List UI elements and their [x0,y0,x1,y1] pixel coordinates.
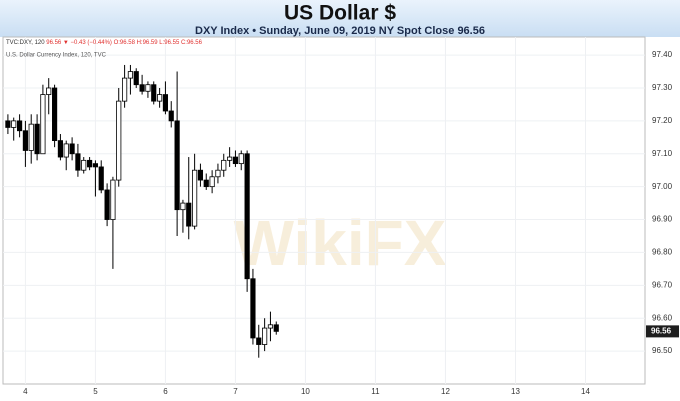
last-price-label: 96.56 [651,326,672,335]
x-tick-label: 6 [163,387,168,396]
candle-body [273,324,279,332]
candle-body [34,123,40,155]
x-tick-label: 14 [581,387,590,396]
candle-body [256,337,262,345]
candle-body [232,156,239,165]
candle-body [174,120,180,211]
candle-body [151,84,157,102]
watermark: WikiFX [234,207,447,279]
symbol-part: TVC:DXY, 120 [6,40,46,46]
candle-body [238,153,244,165]
symbol-part: C:96.56 [181,40,203,46]
candle-body [157,94,163,102]
y-tick-label: 96.50 [652,346,673,355]
candle-body [69,143,75,155]
x-tick-label: 13 [511,387,520,396]
candle-body [168,110,174,122]
candle-body [46,87,52,95]
candle-body [52,87,58,142]
y-tick-label: 96.70 [652,280,673,289]
y-tick-label: 97.20 [652,116,673,125]
symbol-part: L:96.55 [159,40,181,46]
symbol-part: 96.56 ▼ −0.43 (−0.44%) [46,40,113,46]
x-tick-label: 10 [301,387,310,396]
y-tick-label: 96.80 [652,248,673,257]
candle-body [262,327,268,345]
candle-body [162,94,169,112]
candle-body [87,159,93,168]
candle-body [98,166,104,191]
candle-body [250,278,256,339]
candle-body [180,202,186,211]
candle-body [139,84,145,92]
candle-body [104,189,110,220]
candle-body [122,77,128,102]
symbol-part: H:96.59 [137,40,160,46]
y-tick-label: 97.10 [652,149,673,158]
candle-body [192,169,198,227]
last-price-box [646,325,679,338]
chart-subtitle: DXY Index • Sunday, June 09, 2019 NY Spo… [195,25,485,37]
candle-body [186,202,192,227]
candle-body [22,130,28,151]
candle-body [92,163,99,168]
y-tick-label: 96.60 [652,313,673,322]
y-tick-label: 97.40 [652,50,673,59]
candle-body [127,71,134,79]
candle-body [267,324,274,329]
candle-body [197,169,204,181]
candle-body [145,84,151,92]
symbol-part: O:96.58 [114,40,137,46]
candle-body [110,179,116,220]
header-band [0,0,680,37]
y-tick-label: 96.90 [652,215,673,224]
candle-body [221,159,227,171]
x-tick-label: 5 [93,387,98,396]
candle-body [209,176,215,188]
candle-body [116,100,122,181]
symbol-line: TVC:DXY, 120 96.56 ▼ −0.43 (−0.44%) O:96… [6,40,203,46]
x-tick-label: 11 [371,387,380,396]
x-tick-label: 7 [233,387,238,396]
candle-body [57,140,63,158]
candle-body [215,169,221,178]
candle-body [11,120,17,128]
candle-body [17,120,23,132]
description: U.S. Dollar Currency Index, 120, TVC [6,53,107,59]
candle-body [81,159,87,171]
x-tick-label: 12 [441,387,450,396]
y-tick-label: 97.30 [652,83,673,92]
candle-body [75,153,81,171]
candle-body [203,179,209,188]
candle-body [133,71,139,86]
candle-body [5,120,11,128]
candle-body [227,156,233,161]
plot-frame [2,36,646,385]
candle-body [28,123,34,151]
x-tick-label: 4 [23,387,28,396]
chart-title: US Dollar $ [284,2,396,25]
candle-body [63,143,69,158]
candle-body [40,94,46,155]
y-tick-label: 97.00 [652,182,673,191]
candle-body [244,153,250,280]
